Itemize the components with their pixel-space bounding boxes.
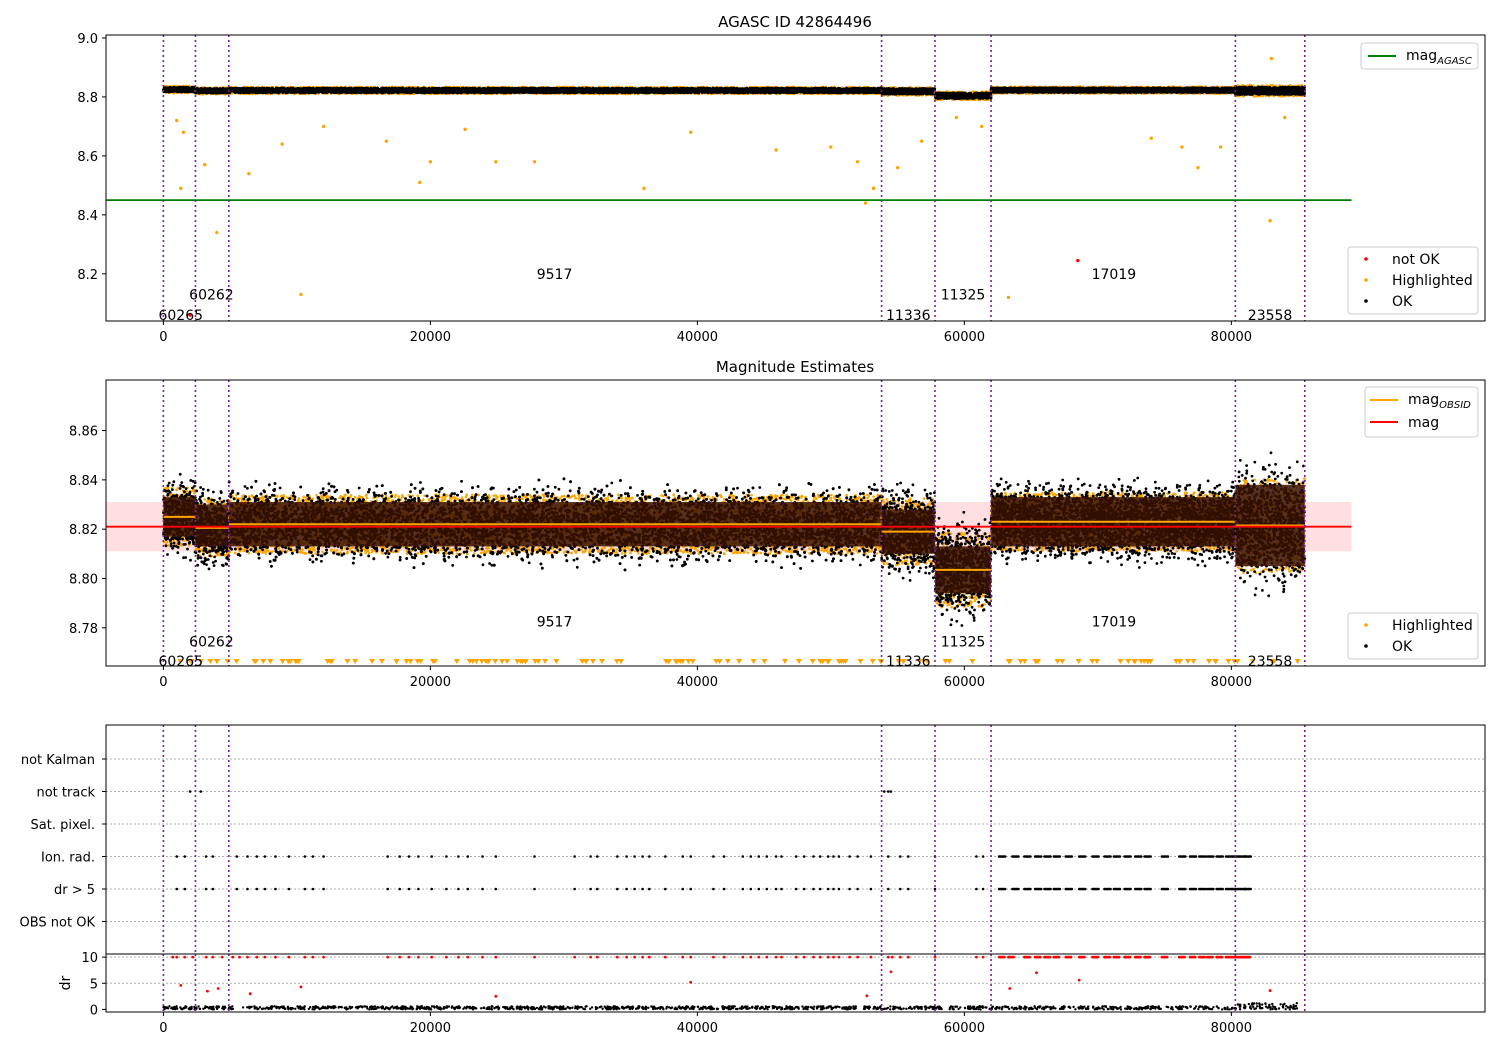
ok-point: [164, 87, 167, 90]
ok-point: [205, 89, 208, 92]
ok-point: [219, 89, 222, 92]
ok-point: [211, 90, 214, 93]
ok-point: [213, 87, 216, 90]
ok-point: [198, 88, 201, 91]
ok-point: [216, 90, 219, 93]
ok-point: [208, 91, 211, 94]
ok-point: [187, 90, 190, 93]
agasc-panel: AGASC ID 42864496 6026560262951711336113…: [77, 13, 1485, 345]
ok-point: [166, 90, 169, 93]
ok-point: [179, 87, 182, 90]
ok-point: [209, 87, 212, 90]
ok-point: [222, 87, 225, 90]
ok-point: [168, 88, 171, 91]
ok-point: [182, 88, 185, 91]
ok-point: [185, 87, 188, 90]
agasc-panel-title: AGASC ID 42864496: [718, 13, 872, 31]
